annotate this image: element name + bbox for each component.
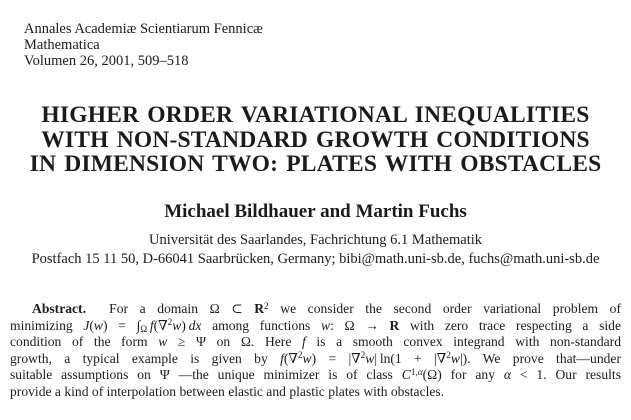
abstract-line-5: suitable assumptions on Ψ —the unique mi… <box>10 367 621 383</box>
abstract-line-4: growth, a typical example is given by f(… <box>10 350 621 366</box>
address-line: Postfach 15 11 50, D-66041 Saarbrücken, … <box>31 251 600 267</box>
affiliation-line: Universität des Saarlandes, Fachrichtung… <box>148 232 482 248</box>
paper-title: HIGHER ORDER VARIATIONAL INEQUALITIES WI… <box>0 103 631 177</box>
journal-header: Annales Academiæ Scientiarum Fennicæ Mat… <box>24 21 263 70</box>
abstract-line-2: minimizing J(w) = ∫Ω f(∇2w) dx among fun… <box>10 317 622 334</box>
abstract-section: Abstract. For a domain Ω ⊂ R2 we conside… <box>10 301 621 400</box>
journal-series-line: Mathematica <box>24 36 100 53</box>
journal-volume-line: Volumen 26, 2001, 509–518 <box>24 52 189 69</box>
abstract-line-6: provide a kind of interpolation between … <box>10 383 445 399</box>
title-line-3: IN DIMENSION TWO: PLATES WITH OBSTACLES <box>29 151 602 178</box>
title-line-2: WITH NON-STANDARD GROWTH CONDITIONS <box>41 126 590 153</box>
authors-line: Michael Bildhauer and Martin Fuchs <box>164 201 467 222</box>
title-line-1: HIGHER ORDER VARIATIONAL INEQUALITIES <box>41 102 590 128</box>
abstract-line-1: Abstract. For a domain Ω ⊂ R2 we conside… <box>32 300 621 316</box>
journal-name-line: Annales Academiæ Scientiarum Fennicæ <box>24 20 263 37</box>
abstract-line-3: condition of the form w ≥ Ψ on Ω. Here f… <box>10 334 621 350</box>
